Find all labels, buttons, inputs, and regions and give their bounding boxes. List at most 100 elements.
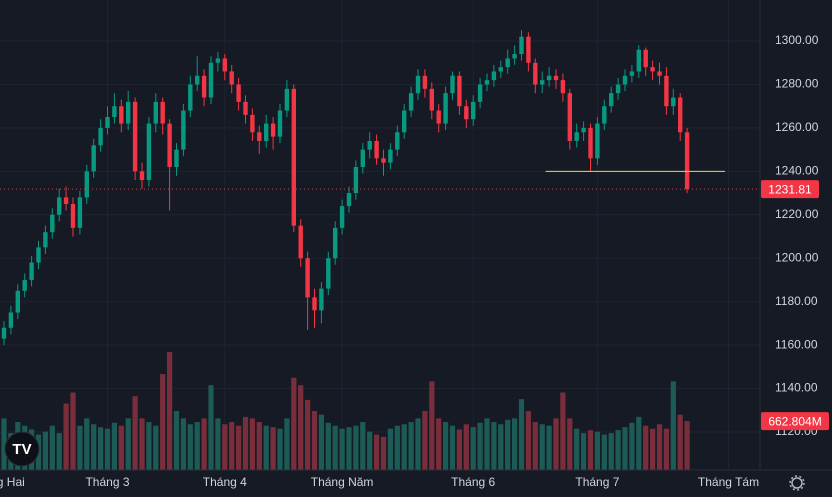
volume-bar: [153, 425, 159, 470]
volume-bar: [539, 424, 545, 470]
candle-body: [595, 123, 600, 159]
volume-bar: [477, 422, 483, 470]
volume-bar: [601, 434, 607, 470]
volume-bar: [670, 381, 676, 470]
candle-body: [132, 101, 138, 172]
candle-body: [174, 149, 179, 168]
candle-body: [664, 75, 669, 107]
candle-body: [215, 58, 221, 63]
volume-bar: [443, 422, 449, 470]
volume-bar: [353, 425, 359, 470]
candle-body: [360, 149, 365, 168]
volume-bar: [656, 424, 663, 470]
candle-body: [388, 149, 393, 163]
candle-body: [477, 84, 483, 102]
volume-bar: [374, 434, 380, 470]
volume-bar: [380, 436, 387, 470]
candle-body: [312, 297, 317, 311]
candle-body: [333, 227, 338, 259]
candle-body: [629, 71, 635, 76]
candle-body: [119, 106, 124, 124]
volume-bar: [581, 433, 587, 470]
volume-bar: [615, 430, 621, 470]
volume-bar: [525, 410, 531, 470]
candle-body: [512, 54, 517, 59]
volume-bar: [160, 374, 166, 470]
candle-body: [464, 106, 469, 120]
volume-bar: [684, 421, 690, 470]
volume-bar: [505, 419, 511, 470]
volume-bar: [242, 416, 249, 470]
candle-body: [188, 84, 193, 111]
volume-bar: [512, 418, 518, 470]
y-tick-label: 1220.00: [775, 207, 819, 221]
candle-body: [8, 312, 14, 328]
candle-body: [139, 171, 145, 181]
candle-body: [367, 140, 372, 150]
volume-bar: [367, 431, 373, 470]
candle-body: [208, 62, 214, 98]
settings-icon[interactable]: [789, 475, 805, 491]
candle-body: [526, 36, 531, 63]
volume-bar: [449, 425, 456, 470]
candle-body: [678, 97, 683, 133]
candle-body: [374, 140, 379, 159]
volume-bar: [470, 427, 476, 470]
volume-bar: [491, 422, 497, 470]
volume-pane: [1, 351, 690, 470]
y-tick-label: 1200.00: [775, 250, 819, 264]
candle-body: [15, 290, 20, 313]
last-volume-label: 662.804M: [768, 414, 821, 428]
volume-bar: [339, 428, 345, 470]
axes: 1120.001140.001160.001180.001200.001220.…: [0, 33, 829, 489]
volume-bar: [111, 422, 117, 470]
volume-bar: [518, 399, 525, 470]
volume-bar: [498, 424, 504, 470]
volume-bar: [91, 424, 97, 470]
volume-bar: [553, 418, 559, 470]
volume-bar: [187, 424, 193, 470]
volume-bar: [256, 422, 262, 470]
volume-bar: [629, 422, 635, 470]
candle-body: [408, 93, 414, 111]
candle-body: [126, 101, 131, 124]
y-tick-label: 1140.00: [775, 381, 818, 395]
volume-bar: [643, 425, 649, 470]
volume-bar: [587, 430, 594, 470]
volume-bar: [360, 422, 366, 470]
candle-body: [50, 214, 55, 233]
candle-body: [684, 132, 690, 190]
candle-body: [353, 167, 359, 194]
volume-bar: [139, 418, 145, 470]
candle-body: [429, 88, 434, 111]
volume-bar: [180, 418, 186, 470]
volume-bar: [284, 418, 290, 470]
volume-bar: [574, 428, 580, 470]
candle-body: [277, 110, 283, 137]
candle-body: [153, 101, 158, 124]
candle-body: [609, 93, 614, 107]
volume-bar: [346, 427, 352, 470]
candle-body: [91, 145, 96, 172]
candle-body: [346, 193, 352, 207]
volume-bar: [318, 414, 324, 470]
candle-body: [319, 288, 324, 311]
candle-body: [643, 49, 648, 68]
candle-body: [1, 327, 7, 339]
candle-body: [160, 101, 165, 124]
volume-bar: [608, 433, 614, 470]
x-tick-label: Tháng Hai: [0, 475, 25, 489]
volume-bar: [463, 424, 469, 470]
candle-body: [471, 101, 476, 120]
candle-body: [402, 110, 407, 133]
candle-body: [560, 80, 566, 94]
volume-bar: [132, 396, 138, 470]
volume-bar: [56, 433, 62, 470]
candle-body: [291, 88, 296, 226]
logo: TV: [4, 431, 40, 467]
candle-body: [533, 62, 538, 85]
x-tick-label: Tháng Tám: [698, 475, 759, 489]
volume-bar: [532, 422, 538, 470]
candle-body: [201, 75, 207, 98]
